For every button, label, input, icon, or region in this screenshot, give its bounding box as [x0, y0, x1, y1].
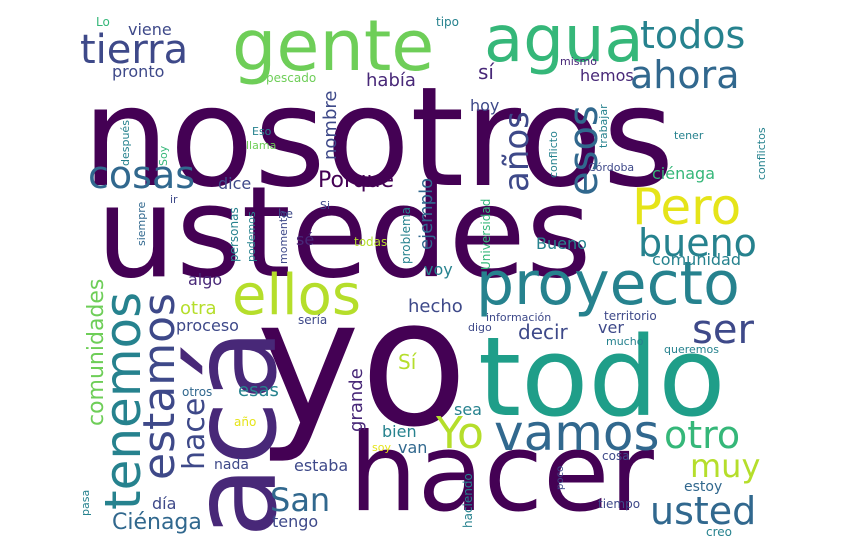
word-cordoba: Córdoba — [588, 161, 635, 174]
word-tengo: tengo — [272, 512, 319, 531]
word-poco: poco — [555, 465, 566, 490]
word-tipo: tipo — [436, 15, 459, 29]
word-bien: bien — [382, 422, 417, 441]
word-ano: año — [234, 415, 257, 429]
word-esas: esas — [238, 380, 279, 401]
word-mismo: mismo — [560, 55, 597, 68]
word-universidad: Universidad — [479, 198, 493, 270]
word-podemos: podemos — [245, 211, 258, 262]
word-ustedes: ustedes — [96, 159, 592, 306]
word-tener: tener — [674, 129, 704, 142]
word-llama: llama — [246, 139, 277, 152]
word-pero: Pero — [632, 178, 742, 236]
word-cosa: cosa — [602, 449, 630, 463]
word-ser: ser — [692, 307, 754, 353]
word-ir: ir — [170, 193, 178, 206]
word-soy: soy — [372, 441, 391, 454]
word-digo: digo — [468, 321, 492, 334]
word-grande: grande — [346, 368, 367, 432]
word-creo: creo — [706, 525, 732, 539]
word-hoy: hoy — [470, 96, 500, 115]
word-ahora: ahora — [630, 53, 740, 97]
word-porque: Porque — [318, 168, 395, 193]
word-tiempo: tiempo — [598, 497, 641, 511]
word-si: sí — [478, 60, 494, 84]
word-yo: yo — [256, 261, 468, 466]
word-sea: sea — [454, 400, 482, 419]
word-problema: problema — [399, 206, 413, 264]
word-voy: voy — [424, 260, 453, 279]
word-haciendo: haciendo — [461, 473, 475, 528]
word-seria: sería — [298, 313, 328, 327]
word-dice: dice — [218, 174, 252, 193]
word-si-cap: Sí — [398, 350, 417, 374]
word-se: sé — [296, 230, 315, 249]
word-informacion: información — [486, 311, 552, 324]
word-estaba: estaba — [294, 456, 349, 475]
word-comunidad: comunidad — [652, 250, 742, 269]
word-ejemplo: ejemplo — [416, 177, 437, 250]
word-agua: agua — [484, 3, 644, 77]
word-mucho: mucho — [606, 335, 644, 348]
word-despues: después — [119, 120, 132, 166]
word-cienaga-cap: Ciénaga — [112, 510, 202, 535]
word-territorio: territorio — [604, 309, 657, 323]
word-proyecto: proyecto — [476, 249, 740, 319]
word-hace: hace — [177, 397, 212, 470]
word-si-small: Si — [320, 199, 331, 212]
word-otros: otros — [182, 385, 213, 399]
word-queremos: queremos — [664, 343, 719, 356]
word-hemos: hemos — [580, 66, 634, 85]
word-pronto: pronto — [112, 62, 165, 81]
word-gente: gente — [232, 5, 435, 87]
word-bueno: bueno — [638, 221, 757, 265]
word-todas: todas — [354, 235, 388, 249]
word-eso: Eso — [252, 125, 272, 138]
word-cosas: cosas — [88, 153, 196, 197]
word-cienaga: ciénaga — [652, 164, 715, 183]
word-hecho: hecho — [408, 296, 463, 317]
word-habia: había — [366, 70, 416, 91]
word-bueno-cap: Bueno — [536, 234, 587, 253]
word-tierra: tierra — [80, 27, 189, 73]
word-viene: viene — [128, 20, 172, 39]
word-personas: personas — [227, 207, 241, 262]
word-he: he — [278, 207, 293, 221]
word-proceso: proceso — [176, 316, 239, 335]
word-usted: usted — [650, 489, 757, 533]
word-conflictos: conflictos — [755, 127, 768, 180]
word-todos: todos — [640, 13, 746, 57]
word-van: van — [398, 438, 428, 457]
word-soy-cap: Soy — [157, 145, 170, 166]
word-siempre: siempre — [135, 201, 148, 246]
word-otro: otro — [664, 413, 741, 457]
word-todo: todo — [478, 313, 726, 441]
word-pasa: pasa — [79, 489, 92, 516]
word-yo-cap: Yo — [436, 408, 484, 459]
word-lo: Lo — [96, 15, 110, 29]
word-dia: día — [152, 494, 177, 513]
word-muy: muy — [690, 447, 761, 485]
word-nosotros: nosotros — [82, 57, 675, 218]
word-decir: decir — [518, 320, 568, 344]
word-nada: nada — [214, 457, 249, 473]
word-pescado: pescado — [266, 71, 317, 85]
word-hacer: hacer — [349, 411, 654, 536]
word-conflicto: conflicto — [547, 131, 560, 178]
word-otra: otra — [180, 298, 217, 319]
word-vamos: vamos — [494, 404, 660, 462]
word-trabajar: trabajar — [597, 104, 610, 148]
word-estoy: estoy — [684, 479, 723, 495]
word-algo: algo — [188, 270, 223, 289]
word-nombre: nombre — [320, 90, 341, 160]
word-ver: ver — [598, 318, 624, 337]
word-comunidades: comunidades — [84, 278, 109, 426]
word-anos: años — [497, 111, 537, 192]
word-san: San — [270, 481, 331, 519]
word-ellos: ellos — [232, 263, 362, 328]
